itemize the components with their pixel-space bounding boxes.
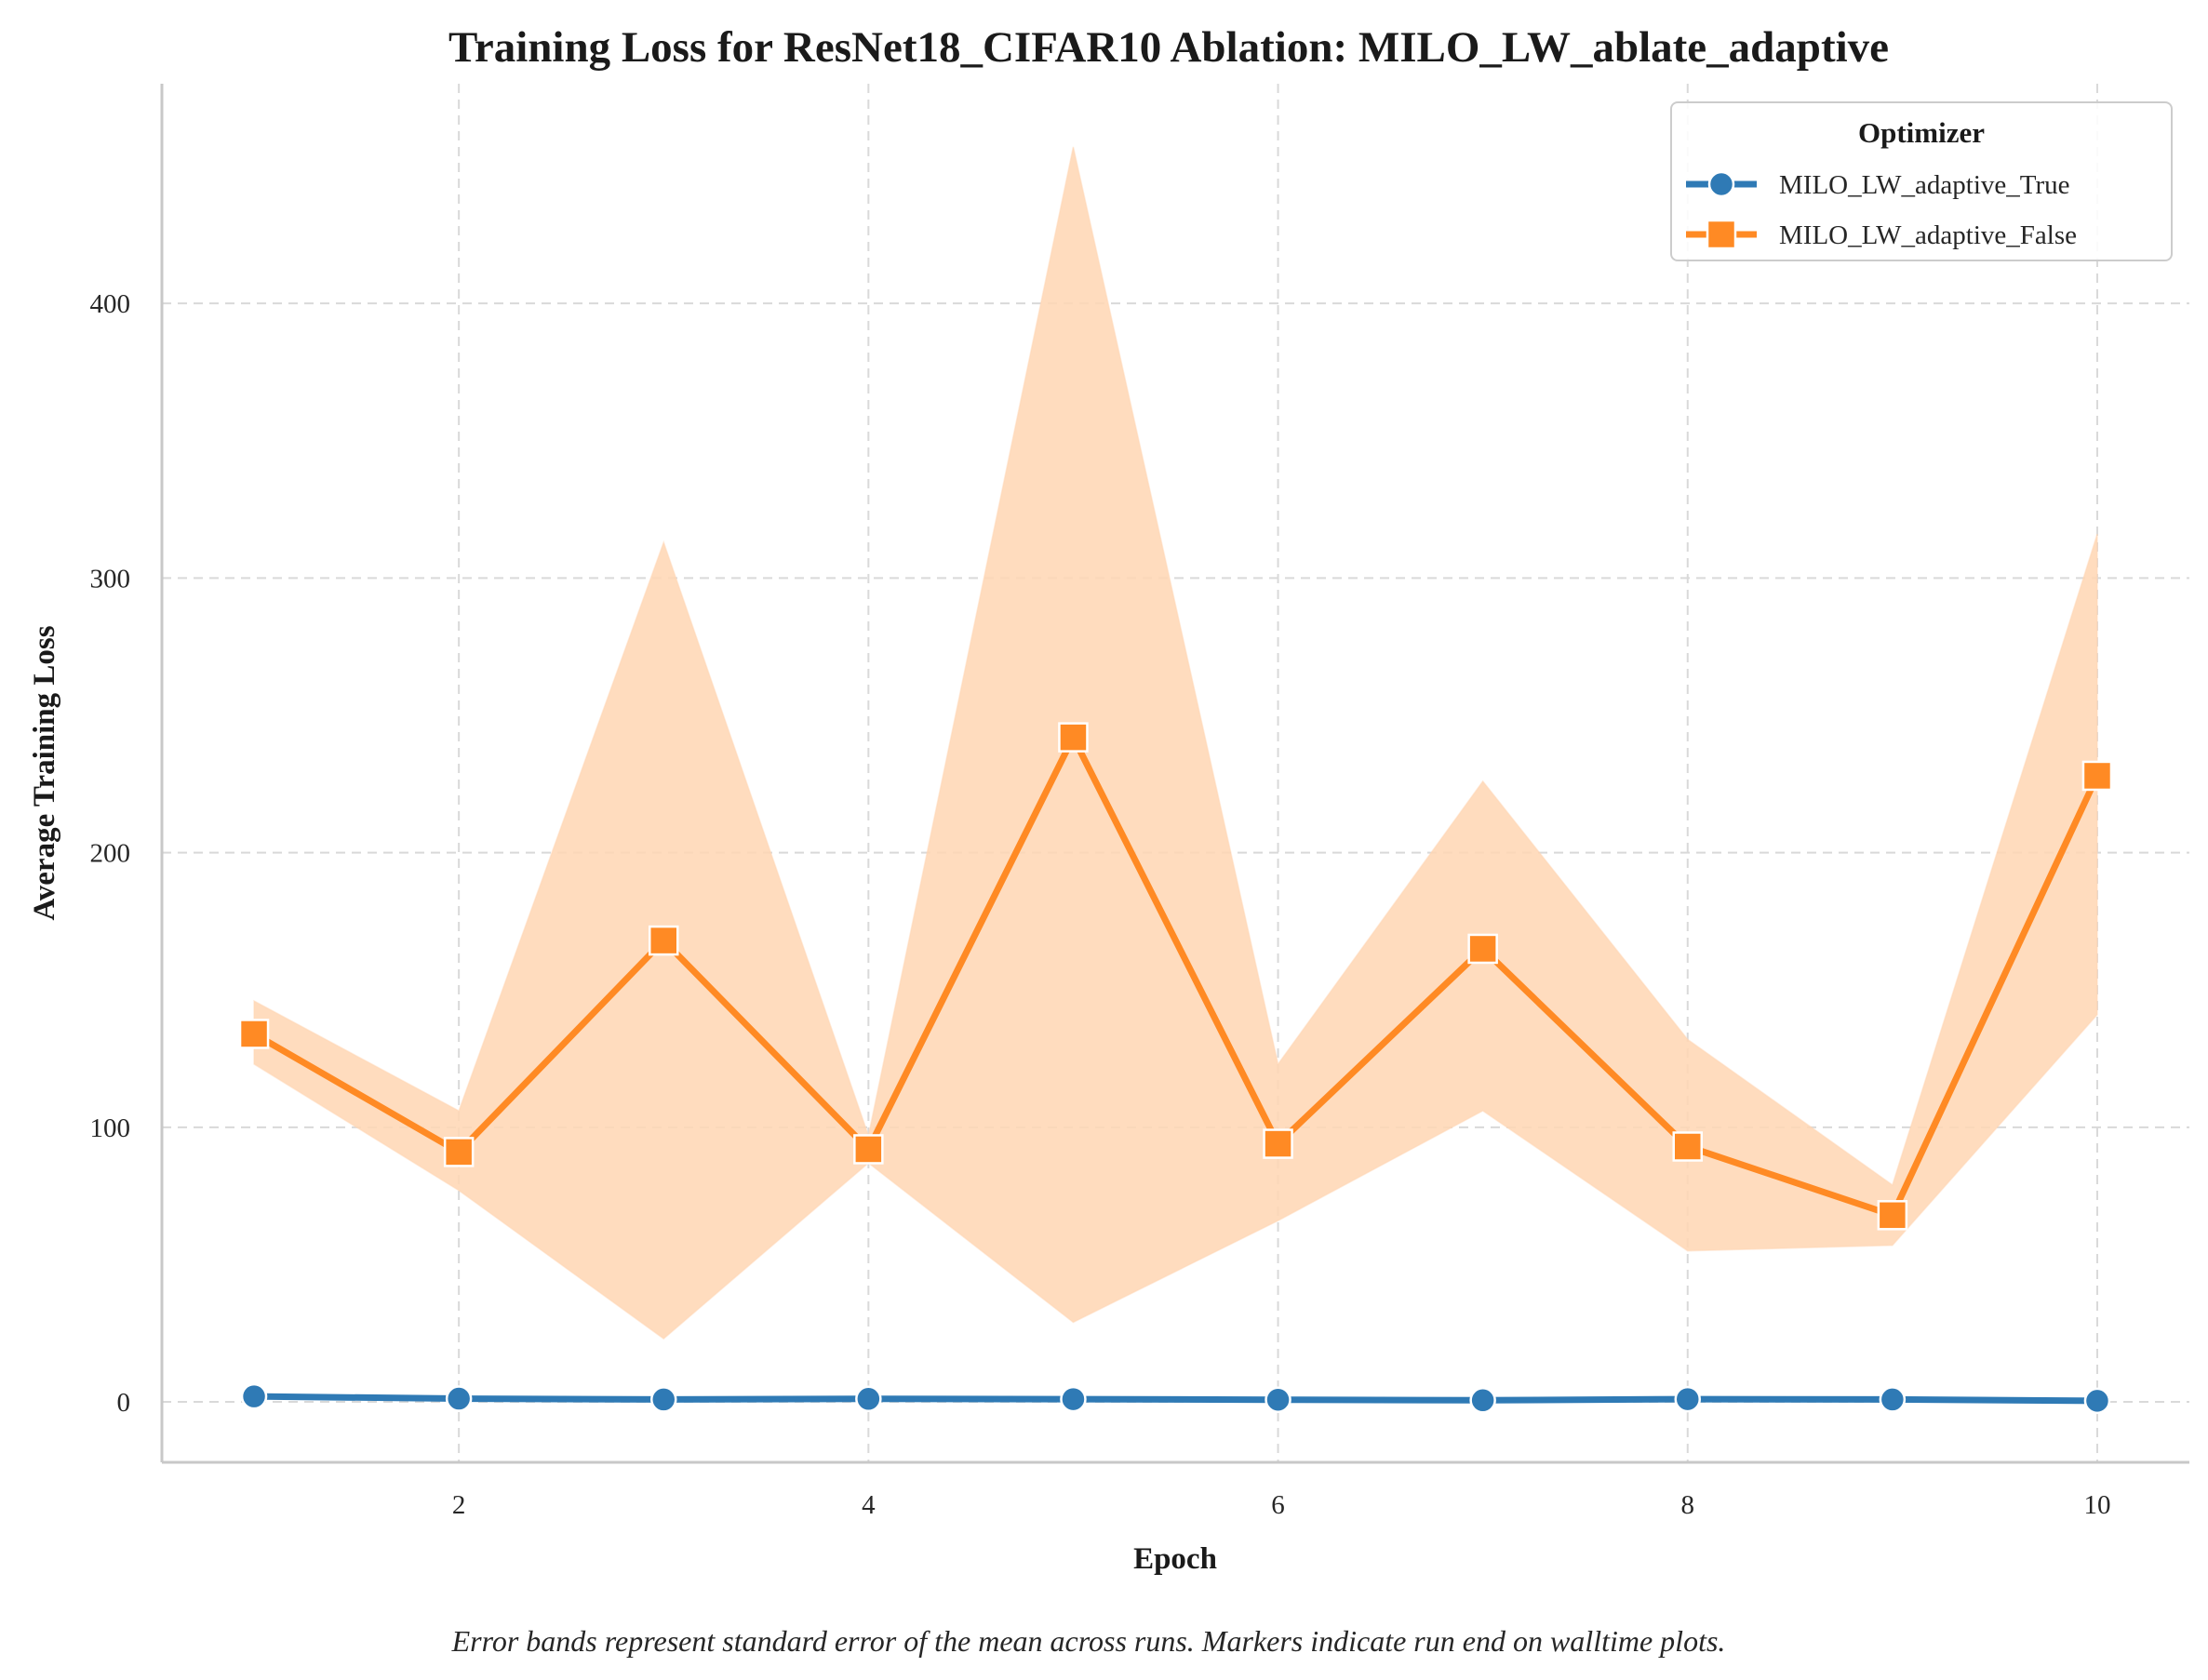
y-axis-label: Average Training Loss: [28, 625, 61, 920]
axes: [160, 84, 2189, 1464]
data-point: [1263, 1128, 1293, 1159]
y-tick-label: 200: [90, 839, 131, 869]
data-point: [2081, 760, 2113, 792]
x-tick-label: 10: [2083, 1490, 2110, 1520]
y-tick-label: 0: [117, 1388, 131, 1418]
data-point: [648, 925, 679, 956]
data-point: [1674, 1385, 1702, 1413]
data-point: [1467, 933, 1498, 965]
y-tick-label: 300: [90, 564, 131, 593]
chart-caption: Error bands represent standard error of …: [451, 1624, 1726, 1658]
y-tick-labels: 0 100 200 300 400: [90, 289, 131, 1418]
data-point: [649, 1386, 677, 1413]
data-point: [240, 1382, 268, 1410]
series-line-1: [252, 734, 2101, 1219]
data-point: [855, 1385, 882, 1413]
x-tick-label: 6: [1271, 1490, 1285, 1520]
x-tick-labels: 2 4 6 8 10: [452, 1490, 2111, 1520]
series-line-0: [254, 1393, 2097, 1405]
x-axis-label: Epoch: [1133, 1542, 1217, 1576]
x-tick-label: 4: [862, 1490, 876, 1520]
data-point: [443, 1137, 475, 1167]
data-point: [2083, 1387, 2111, 1415]
data-point: [445, 1385, 473, 1412]
chart-title: Training Loss for ResNet18_CIFAR10 Ablat…: [448, 23, 1889, 72]
data-point: [1877, 1200, 1908, 1231]
x-tick-label: 8: [1681, 1490, 1695, 1520]
data-point: [1469, 1387, 1496, 1414]
legend-marker-1: [1706, 219, 1737, 250]
data-point: [1672, 1131, 1704, 1162]
legend-label-1: MILO_LW_adaptive_False: [1779, 220, 2077, 250]
data-point: [1060, 1385, 1087, 1413]
error-bands: [253, 146, 2098, 1403]
y-tick-label: 400: [90, 289, 131, 319]
error-band-1: [253, 146, 2098, 1340]
x-tick-label: 2: [452, 1490, 466, 1520]
data-point: [853, 1134, 884, 1165]
legend-title: Optimizer: [1858, 116, 1985, 149]
data-point: [1058, 722, 1089, 753]
data-point: [238, 1019, 270, 1049]
series-markers: [238, 722, 2113, 1415]
y-tick-label: 100: [90, 1113, 131, 1143]
legend-label-0: MILO_LW_adaptive_True: [1779, 170, 2070, 200]
legend-marker-0: [1707, 170, 1735, 198]
data-point: [1265, 1386, 1291, 1413]
legend: Optimizer MILO_LW_adaptive_TrueMILO_LW_a…: [1670, 101, 2173, 261]
legend-frame: [1670, 101, 2173, 261]
series-lines: [252, 734, 2101, 1405]
data-point: [1879, 1386, 1907, 1413]
legend-items: MILO_LW_adaptive_True MILO_LW_adaptive_Fa…: [1686, 170, 2077, 250]
